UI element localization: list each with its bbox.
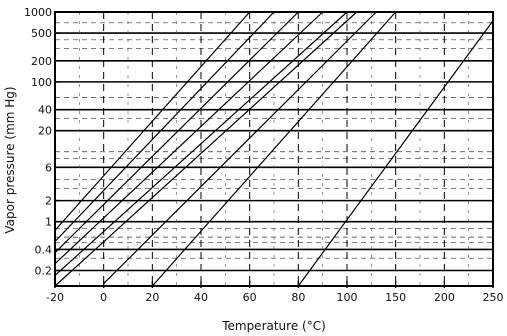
y-tick-label: 200 <box>31 55 52 68</box>
y-tick-label: 0.4 <box>35 243 53 256</box>
y-tick-label: 500 <box>31 27 52 40</box>
y-tick-label: 1000 <box>24 6 52 19</box>
x-tick-label: 100 <box>337 291 358 304</box>
x-tick-label: 250 <box>483 291 504 304</box>
y-tick-label: 20 <box>38 125 52 138</box>
x-tick-label: 60 <box>243 291 257 304</box>
series-line <box>54 11 299 254</box>
x-tick-label: 150 <box>385 291 406 304</box>
x-tick-label: 0 <box>100 291 107 304</box>
x-tick-label: -20 <box>46 291 64 304</box>
series-line <box>54 11 275 242</box>
x-axis-label: Temperature (°C) <box>221 319 326 333</box>
series-line <box>54 11 251 231</box>
x-tick-label: 200 <box>434 291 455 304</box>
series-line <box>54 11 348 276</box>
y-tick-label: 40 <box>38 104 52 117</box>
plot-frame <box>54 11 494 287</box>
series-line <box>151 11 397 287</box>
y-tick-label: 1 <box>45 216 52 229</box>
tick-layer: 0.2 0.4 1 2 6 20 40 100 200 500 1000 -20 0 20 40 60 80 10… <box>24 6 504 304</box>
x-tick-label: 40 <box>194 291 208 304</box>
y-tick-label: 2 <box>45 195 52 208</box>
series-line <box>103 11 377 284</box>
series-layer <box>54 11 494 287</box>
series-line <box>54 11 324 265</box>
y-tick-label: 100 <box>31 76 52 89</box>
series-line <box>297 20 494 287</box>
x-tick-label: 80 <box>291 291 305 304</box>
x-tick-label: 20 <box>145 291 159 304</box>
y-tick-label: 0.2 <box>35 264 53 277</box>
y-tick-label: 6 <box>45 161 52 174</box>
series-line <box>54 11 358 287</box>
y-axis-label: Vapor pressure (mm Hg) <box>3 86 17 233</box>
